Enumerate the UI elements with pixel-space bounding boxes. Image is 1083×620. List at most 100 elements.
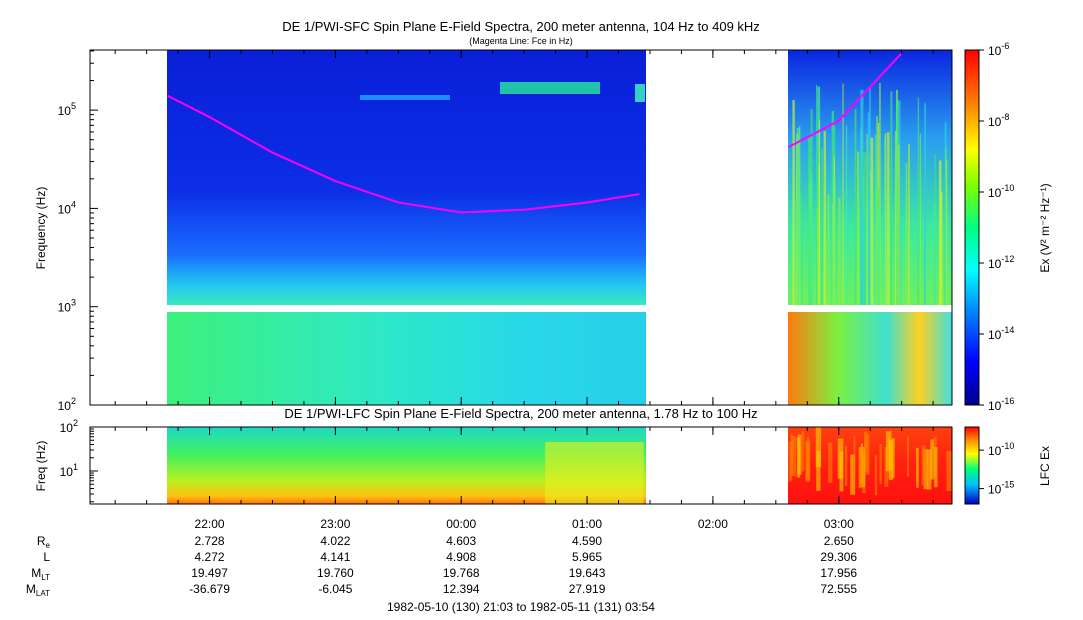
emission-patch — [360, 95, 450, 100]
sfc-title: DE 1/PWI-SFC Spin Plane E-Field Spectra,… — [282, 19, 760, 34]
emission-streak — [810, 174, 812, 305]
xtick-label: 23:00 — [320, 517, 350, 531]
emission-streak — [933, 203, 935, 305]
emission-streak — [887, 132, 890, 305]
lfc-colorbar — [965, 427, 979, 504]
emission-streak — [868, 113, 870, 305]
emission-streak — [924, 103, 926, 305]
lfc-streak — [875, 455, 877, 495]
ephemeris-value: 19.760 — [317, 566, 354, 580]
emission-streak — [860, 90, 863, 305]
emission-streak — [801, 195, 802, 305]
emission-streak — [821, 149, 823, 305]
emission-streak — [876, 116, 878, 305]
sfc-colorbar-label: Ex (V² m⁻² Hz⁻¹) — [1038, 183, 1052, 272]
lfc-streak — [934, 447, 937, 487]
lfc-streak — [845, 446, 847, 486]
lfc-enhancement — [545, 442, 644, 504]
ephemeris-row-label: L — [43, 550, 50, 564]
lfc-streak — [798, 435, 802, 475]
emission-streak — [846, 126, 847, 306]
lfc-streak — [879, 444, 881, 484]
ephemeris-value: 4.908 — [446, 550, 476, 564]
ephemeris-value: 27.919 — [569, 582, 606, 596]
emission-streak — [797, 128, 799, 305]
ephemeris-row-label: MLAT — [26, 582, 50, 598]
emission-streak — [875, 135, 876, 305]
lfc-streak — [791, 434, 793, 474]
ephemeris-value: 4.590 — [572, 534, 602, 548]
lfc-streak — [828, 443, 832, 483]
emission-streak — [824, 131, 826, 305]
ephemeris-table: Re 2.728 4.022 4.603 4.590 2.650 L 4.272 4.141 4.… — [26, 534, 858, 598]
colorbar-tick-label: 10-14 — [988, 325, 1014, 342]
ephemeris-row-label: Re — [37, 534, 51, 550]
emission-streak — [908, 144, 909, 305]
emission-streak — [871, 138, 874, 305]
lfc-streak — [864, 435, 869, 475]
ephemeris-value: 4.272 — [195, 550, 225, 564]
sfc-spectrogram — [167, 50, 952, 405]
ephemeris-value: 29.306 — [820, 550, 857, 564]
lfc-streak — [907, 437, 909, 477]
sfc-ytick-label: 102 — [58, 396, 76, 413]
ephemeris-value: -6.045 — [318, 582, 352, 596]
emission-streak — [863, 152, 866, 305]
ephemeris-value: -36.679 — [189, 582, 230, 596]
emission-streak — [855, 109, 857, 305]
colorbar-tick-label: 10-8 — [988, 112, 1009, 129]
lfc-streak — [853, 436, 855, 476]
lfc-ylabel: Freq (Hz) — [34, 441, 48, 492]
ephemeris-value: 5.965 — [572, 550, 602, 564]
sfc-colorbar — [965, 50, 979, 405]
emission-streak — [816, 85, 817, 305]
emission-streak — [918, 98, 919, 305]
xtick-label: 00:00 — [446, 517, 476, 531]
emission-streak — [838, 198, 840, 305]
ephemeris-value: 12.394 — [443, 582, 480, 596]
emission-streak — [939, 161, 942, 306]
lfc-streak — [838, 439, 844, 479]
ephemeris-value: 19.768 — [443, 566, 480, 580]
lfc-ytick-label: 101 — [60, 462, 78, 479]
lfc-spectrogram — [167, 427, 952, 504]
sfc-gap-band — [788, 305, 952, 311]
lfc-streak — [859, 448, 864, 488]
lfc-title: DE 1/PWI-LFC Spin Plane E-Field Spectra,… — [284, 406, 757, 421]
emission-streak — [834, 156, 835, 305]
lfc-streak — [889, 440, 893, 480]
emission-streak — [799, 126, 800, 305]
ephemeris-value: 4.603 — [446, 534, 476, 548]
emission-streak — [946, 159, 948, 305]
emission-streak — [792, 100, 794, 305]
lfc-streak — [816, 451, 820, 491]
sfc-subtitle: (Magenta Line: Fce in Hz) — [469, 36, 573, 46]
lfc-streak — [805, 441, 810, 481]
lfc-streak — [916, 448, 919, 488]
xtick-label: 02:00 — [698, 517, 728, 531]
xtick-label: 01:00 — [572, 517, 602, 531]
ephemeris-value: 2.728 — [195, 534, 225, 548]
colorbar-tick-label: 10-10 — [988, 183, 1014, 200]
ephemeris-value: 4.022 — [320, 534, 350, 548]
emission-streak — [896, 100, 898, 305]
xtick-label: 03:00 — [824, 517, 854, 531]
ephemeris-row-label: MLT — [31, 566, 50, 582]
emission-streak — [884, 137, 885, 305]
emission-patch — [500, 82, 600, 94]
emission-streak — [857, 152, 859, 305]
emission-streak — [906, 163, 908, 305]
emission-streak — [920, 134, 921, 305]
emission-streak — [818, 165, 819, 305]
colorbar-tick-label: 10-16 — [988, 396, 1014, 413]
emission-streak — [832, 204, 833, 305]
emission-streak — [827, 195, 829, 305]
time-range: 1982-05-10 (130) 21:03 to 1982-05-11 (13… — [387, 600, 655, 614]
sfc-ytick-label: 105 — [58, 101, 76, 118]
ephemeris-value: 2.650 — [824, 534, 854, 548]
ephemeris-value: 17.956 — [820, 566, 857, 580]
lfc-streak — [802, 431, 805, 471]
lfc-ytick-label: 102 — [60, 418, 78, 435]
xtick-label: 22:00 — [195, 517, 225, 531]
ephemeris-value: 4.141 — [320, 550, 350, 564]
